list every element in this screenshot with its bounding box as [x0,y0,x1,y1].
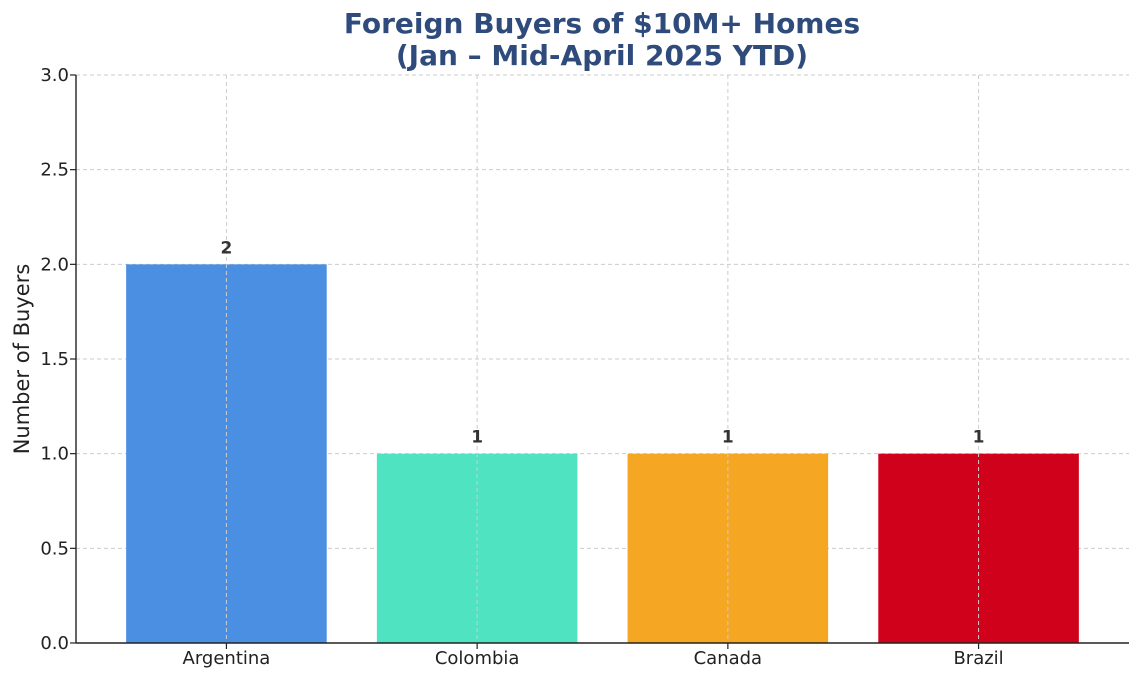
y-tick-label: 2.0 [40,254,69,275]
x-axis-ticks: Argentina Colombia Canada Brazil [183,643,1004,669]
y-tick-label: 0.0 [40,633,69,654]
data-label-colombia: 1 [471,428,483,448]
chart-title: Foreign Buyers of $10M+ Homes (Jan – Mid… [344,7,860,72]
bars [126,264,1079,643]
y-tick-label: 2.5 [40,160,69,181]
x-tick-label-canada: Canada [694,648,763,669]
data-label-brazil: 1 [973,428,985,448]
chart-title-line-2: (Jan – Mid-April 2025 YTD) [396,39,808,72]
y-tick-label: 1.0 [40,444,69,465]
bar-brazil [878,453,1079,643]
bar-colombia [376,453,578,643]
x-tick-label-colombia: Colombia [435,648,520,669]
chart-title-line-1: Foreign Buyers of $10M+ Homes [344,7,860,40]
y-tick-label: 0.5 [40,538,69,559]
vertical-grid-lines [225,75,980,643]
data-label-argentina: 2 [221,238,233,258]
y-axis-label: Number of Buyers [10,264,34,455]
bar-canada [627,453,829,643]
data-labels: 2 1 1 1 [221,238,985,447]
y-tick-label: 3.0 [40,65,69,86]
y-axis-ticks: 0.0 0.5 1.0 1.5 2.0 2.5 3.0 [40,65,76,654]
data-label-canada: 1 [722,428,734,448]
x-tick-label-argentina: Argentina [183,648,271,669]
y-tick-label: 1.5 [40,349,69,370]
x-tick-label-brazil: Brazil [953,648,1003,669]
